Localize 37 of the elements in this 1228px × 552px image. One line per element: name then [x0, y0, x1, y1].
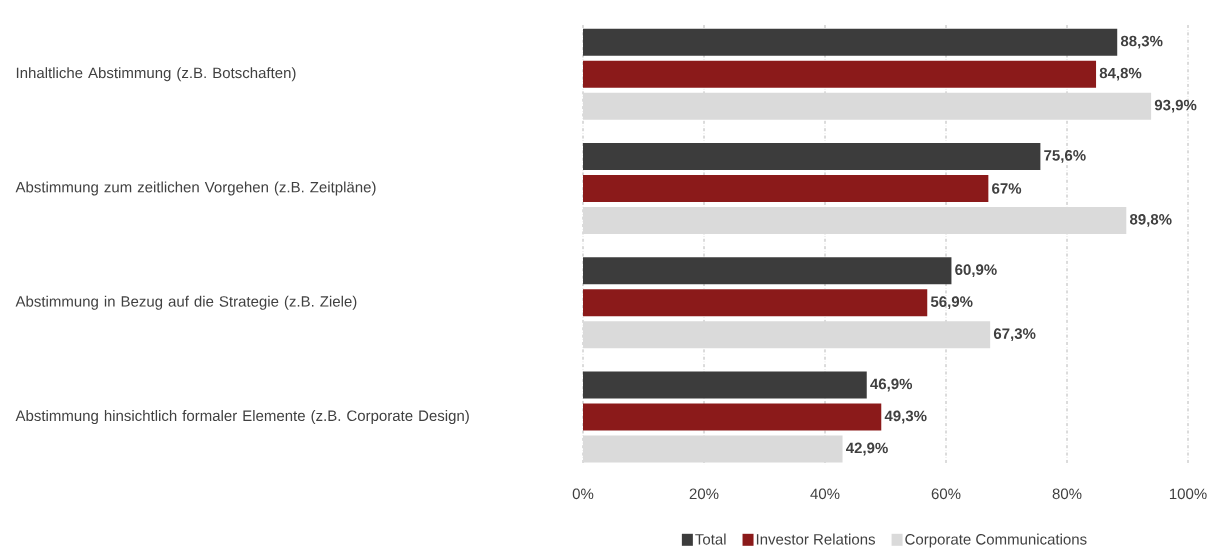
- x-tick-label: 100%: [1169, 488, 1207, 500]
- data-label: 60,9%: [955, 264, 997, 278]
- bar: [583, 92, 1152, 120]
- data-label: 49,3%: [884, 410, 927, 424]
- y-tick-label: Abstimmung hinsichtlich formaler Elemente (z.B. Corporate Design): [15, 410, 469, 424]
- legend-label: Corporate Communications: [905, 533, 1087, 548]
- y-tick-label: Abstimmung in Bezug auf die Strategie (z.B. Ziele): [15, 295, 357, 310]
- x-tick-label: 40%: [810, 488, 840, 500]
- data-label: 88,3%: [1120, 35, 1163, 49]
- data-label: 42,9%: [845, 442, 888, 456]
- y-tick-label: Abstimmung zum zeitlichen Vorgehen (z.B. Zeitpläne): [15, 181, 376, 196]
- data-label: 67%: [992, 183, 1022, 194]
- legend-label: Investor Relations: [756, 533, 876, 545]
- bar: [583, 289, 928, 317]
- legend-label: Total: [695, 533, 726, 545]
- data-label: 56,9%: [930, 296, 973, 310]
- data-label: 67,3%: [993, 328, 1036, 342]
- bar: [583, 371, 867, 399]
- data-label: 84,8%: [1099, 67, 1142, 81]
- bar: [583, 142, 1041, 170]
- x-tick-label: 20%: [689, 488, 719, 500]
- x-tick-label: 60%: [931, 488, 961, 500]
- bar: [583, 60, 1097, 88]
- data-label: 46,9%: [870, 378, 913, 392]
- bar: [583, 257, 952, 285]
- bar: [583, 28, 1118, 56]
- x-tick-label: 0%: [572, 488, 594, 500]
- data-label: 89,8%: [1129, 214, 1172, 227]
- x-tick-label: 80%: [1052, 488, 1082, 500]
- data-label: 75,6%: [1044, 150, 1086, 163]
- data-label: 93,9%: [1154, 99, 1197, 113]
- bar: [583, 403, 882, 431]
- y-tick-label: Inhaltliche Abstimmung (z.B. Botschaften): [16, 67, 296, 82]
- bar: [583, 206, 1127, 234]
- bar: [583, 435, 843, 463]
- bar: [583, 321, 991, 349]
- bar: [583, 174, 989, 202]
